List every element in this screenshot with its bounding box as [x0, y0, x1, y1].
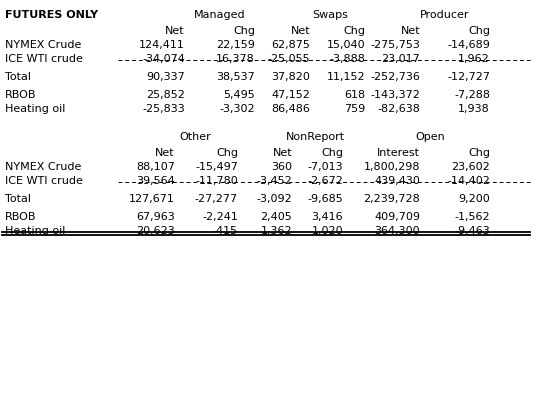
Text: Producer: Producer — [420, 10, 470, 20]
Text: Net: Net — [155, 148, 175, 158]
Text: RBOB: RBOB — [5, 90, 36, 100]
Text: Managed: Managed — [194, 10, 246, 20]
Text: 20,623: 20,623 — [136, 226, 175, 236]
Text: -25,833: -25,833 — [142, 104, 185, 114]
Text: 47,152: 47,152 — [271, 90, 310, 100]
Text: 88,107: 88,107 — [136, 162, 175, 172]
Text: Open: Open — [415, 132, 445, 142]
Text: Net: Net — [166, 26, 185, 36]
Text: Net: Net — [291, 26, 310, 36]
Text: 759: 759 — [344, 104, 365, 114]
Text: NYMEX Crude: NYMEX Crude — [5, 40, 81, 50]
Text: Heating oil: Heating oil — [5, 226, 65, 236]
Text: -9,463: -9,463 — [454, 226, 490, 236]
Text: Chg: Chg — [321, 148, 343, 158]
Text: -7,288: -7,288 — [454, 90, 490, 100]
Text: Other: Other — [179, 132, 211, 142]
Text: -15,497: -15,497 — [195, 162, 238, 172]
Text: 1,020: 1,020 — [311, 226, 343, 236]
Text: 3,416: 3,416 — [311, 212, 343, 222]
Text: Chg: Chg — [216, 148, 238, 158]
Text: 62,875: 62,875 — [271, 40, 310, 50]
Text: ICE WTI crude: ICE WTI crude — [5, 176, 83, 186]
Text: 439,430: 439,430 — [374, 176, 420, 186]
Text: 90,337: 90,337 — [146, 72, 185, 82]
Text: NYMEX Crude: NYMEX Crude — [5, 162, 81, 172]
Text: -143,372: -143,372 — [370, 90, 420, 100]
Text: -3,302: -3,302 — [219, 104, 255, 114]
Text: 2,239,728: 2,239,728 — [363, 194, 420, 204]
Text: -11,780: -11,780 — [195, 176, 238, 186]
Text: 38,537: 38,537 — [216, 72, 255, 82]
Text: 127,671: 127,671 — [129, 194, 175, 204]
Text: 618: 618 — [344, 90, 365, 100]
Text: 1,938: 1,938 — [458, 104, 490, 114]
Text: -14,402: -14,402 — [447, 176, 490, 186]
Text: 25,852: 25,852 — [146, 90, 185, 100]
Text: Swaps: Swaps — [312, 10, 348, 20]
Text: -415: -415 — [213, 226, 238, 236]
Text: 1,800,298: 1,800,298 — [363, 162, 420, 172]
Text: Chg: Chg — [468, 26, 490, 36]
Text: Net: Net — [272, 148, 292, 158]
Text: -3,092: -3,092 — [256, 194, 292, 204]
Text: -275,753: -275,753 — [370, 40, 420, 50]
Text: 360: 360 — [271, 162, 292, 172]
Text: -82,638: -82,638 — [377, 104, 420, 114]
Text: -34,074: -34,074 — [142, 54, 185, 64]
Text: 16,378: 16,378 — [216, 54, 255, 64]
Text: 364,300: 364,300 — [374, 226, 420, 236]
Text: 86,486: 86,486 — [271, 104, 310, 114]
Text: -2,672: -2,672 — [307, 176, 343, 186]
Text: 1,362: 1,362 — [260, 226, 292, 236]
Text: 23,602: 23,602 — [451, 162, 490, 172]
Text: 409,709: 409,709 — [374, 212, 420, 222]
Text: 15,040: 15,040 — [326, 40, 365, 50]
Text: -27,277: -27,277 — [195, 194, 238, 204]
Text: Heating oil: Heating oil — [5, 104, 65, 114]
Text: Chg: Chg — [468, 148, 490, 158]
Text: -14,689: -14,689 — [447, 40, 490, 50]
Text: -1,562: -1,562 — [455, 212, 490, 222]
Text: 37,820: 37,820 — [271, 72, 310, 82]
Text: -9,685: -9,685 — [307, 194, 343, 204]
Text: 9,200: 9,200 — [458, 194, 490, 204]
Text: Total: Total — [5, 194, 31, 204]
Text: Interest: Interest — [377, 148, 420, 158]
Text: 124,411: 124,411 — [139, 40, 185, 50]
Text: -3,452: -3,452 — [256, 176, 292, 186]
Text: ICE WTI crude: ICE WTI crude — [5, 54, 83, 64]
Text: Chg: Chg — [343, 26, 365, 36]
Text: -252,736: -252,736 — [370, 72, 420, 82]
Text: -2,241: -2,241 — [202, 212, 238, 222]
Text: 39,564: 39,564 — [136, 176, 175, 186]
Text: 2,405: 2,405 — [260, 212, 292, 222]
Text: 1,962: 1,962 — [458, 54, 490, 64]
Text: -7,013: -7,013 — [307, 162, 343, 172]
Text: FUTURES ONLY: FUTURES ONLY — [5, 10, 98, 20]
Text: 67,963: 67,963 — [136, 212, 175, 222]
Text: Net: Net — [400, 26, 420, 36]
Text: 11,152: 11,152 — [326, 72, 365, 82]
Text: 5,495: 5,495 — [224, 90, 255, 100]
Text: -3,888: -3,888 — [329, 54, 365, 64]
Text: -25,055: -25,055 — [267, 54, 310, 64]
Text: 22,159: 22,159 — [216, 40, 255, 50]
Text: NonReport: NonReport — [286, 132, 345, 142]
Text: -12,727: -12,727 — [447, 72, 490, 82]
Text: Chg: Chg — [233, 26, 255, 36]
Text: 23,017: 23,017 — [381, 54, 420, 64]
Text: RBOB: RBOB — [5, 212, 36, 222]
Text: Total: Total — [5, 72, 31, 82]
